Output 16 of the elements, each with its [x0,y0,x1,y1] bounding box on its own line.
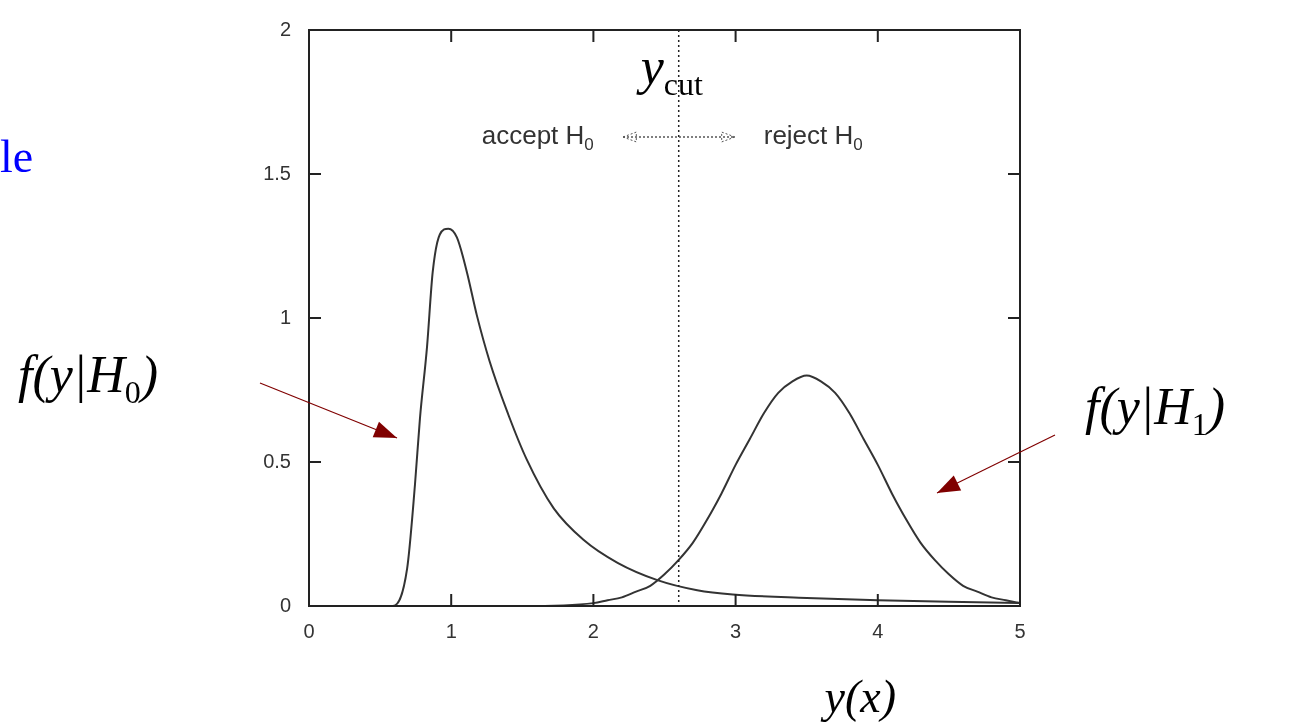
y-tick-label: 2 [279,17,291,40]
x-tick-label: 0 [303,619,315,642]
y-tick-label: 0.5 [263,449,291,472]
text: f(y|H$_{0}$) [18,345,159,410]
annotation: accept H$_{0}$ [481,119,594,154]
x-tick-label: 1 [445,619,457,642]
x-tick-label: 3 [730,619,742,642]
text: f(y|H$_{1}$) [1085,377,1226,442]
x-tick-label: 2 [587,619,599,642]
y-tick-label: 1.5 [263,161,291,184]
x-tick-label: 5 [1014,619,1026,642]
text: le [0,131,34,182]
y-tick-label: 1 [279,305,291,328]
x-tick-label: 4 [872,619,884,642]
annotation: reject H$_{0}$ [763,119,863,154]
y-tick-label: 0 [279,593,291,616]
